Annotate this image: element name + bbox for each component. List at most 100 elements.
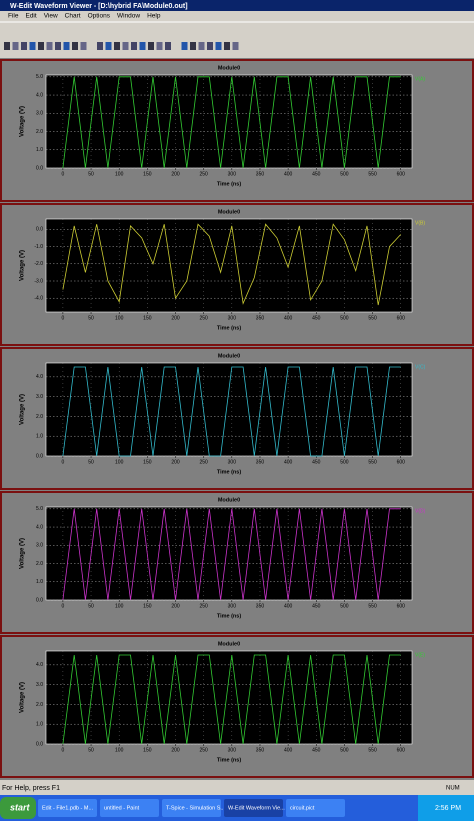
- x-tick-label: 250: [199, 747, 208, 753]
- x-tick-label: 600: [397, 315, 406, 321]
- toolbar-button[interactable]: [114, 42, 120, 50]
- chart-title: Module0: [218, 497, 240, 503]
- x-tick-label: 600: [397, 747, 406, 753]
- menu-item[interactable]: Edit: [25, 13, 36, 20]
- y-tick-label: 4.0: [36, 92, 43, 98]
- toolbar-button[interactable]: [190, 42, 196, 50]
- x-tick-label: 350: [256, 603, 265, 609]
- x-tick-label: 500: [340, 171, 349, 177]
- x-tick-label: 250: [199, 171, 208, 177]
- legend-label: V(A): [415, 76, 425, 82]
- task-button[interactable]: [162, 799, 221, 817]
- task-buttons: Edit - File1.pdb - M... untitled - Paint T…: [38, 799, 345, 817]
- toolbar-button[interactable]: [29, 42, 36, 50]
- toolbar-button[interactable]: [207, 42, 213, 50]
- title-bar: [0, 0, 474, 11]
- x-tick-label: 200: [171, 603, 180, 609]
- toolbar-button[interactable]: [165, 42, 171, 50]
- menu-item[interactable]: Help: [147, 13, 161, 20]
- toolbar-button[interactable]: [122, 42, 129, 50]
- x-tick-label: 50: [88, 315, 94, 321]
- y-tick-label: 0.0: [36, 597, 43, 603]
- plot-area: [45, 362, 413, 457]
- y-tick-label: 5.0: [36, 74, 43, 80]
- x-tick-label: 500: [340, 747, 349, 753]
- waveform: [62, 223, 401, 306]
- toolbar-button[interactable]: [72, 42, 78, 50]
- x-tick-label: 150: [143, 747, 152, 753]
- toolbar-button[interactable]: [46, 42, 53, 50]
- toolbar-button[interactable]: [232, 42, 239, 50]
- plot-area: [45, 506, 413, 601]
- toolbar-button[interactable]: [131, 42, 137, 50]
- toolbar-button[interactable]: [21, 42, 27, 50]
- y-tick-label: 0.0: [36, 741, 43, 747]
- plot-area: [45, 650, 413, 745]
- x-axis-label: Time (ns): [217, 613, 242, 619]
- toolbar-button[interactable]: [181, 42, 188, 50]
- x-tick-label: 450: [312, 315, 321, 321]
- x-tick-label: 50: [88, 603, 94, 609]
- menu-item[interactable]: Chart: [65, 13, 81, 20]
- task-label: Edit - File1.pdb - M...: [42, 805, 94, 811]
- waveform: [62, 76, 401, 169]
- x-tick-label: 600: [397, 459, 406, 465]
- x-tick-label: 450: [312, 747, 321, 753]
- toolbar-button[interactable]: [55, 42, 61, 50]
- task-button[interactable]: [224, 799, 283, 817]
- y-tick-label: -3.0: [34, 278, 43, 284]
- menu-item[interactable]: Options: [88, 13, 111, 20]
- x-tick-label: 50: [88, 459, 94, 465]
- toolbar-button[interactable]: [198, 42, 205, 50]
- task-button[interactable]: [38, 799, 97, 817]
- x-axis-label: Time (ns): [217, 469, 242, 475]
- x-tick-label: 50: [88, 747, 94, 753]
- x-tick-label: 400: [284, 315, 293, 321]
- start-label: start: [10, 802, 31, 812]
- plot-area: [45, 74, 413, 169]
- y-tick-label: 2.0: [36, 129, 43, 135]
- status-bar: [0, 781, 474, 794]
- y-tick-label: 4.0: [36, 374, 43, 380]
- x-axis-label: Time (ns): [217, 757, 242, 763]
- toolbar-button[interactable]: [63, 42, 70, 50]
- menu-item[interactable]: Window: [117, 13, 140, 20]
- window-title: W-Edit Waveform Viewer - [D:\hybrid FA\M…: [10, 3, 188, 10]
- y-axis-label: Voltage (V): [20, 394, 26, 425]
- toolbar-button[interactable]: [80, 42, 87, 50]
- x-tick-label: 100: [115, 315, 124, 321]
- x-tick-label: 200: [171, 459, 180, 465]
- task-button[interactable]: [286, 799, 345, 817]
- toolbar-button[interactable]: [4, 42, 10, 50]
- toolbar-button[interactable]: [215, 42, 222, 50]
- toolbar-button[interactable]: [224, 42, 230, 50]
- x-axis-label: Time (ns): [217, 325, 242, 331]
- toolbar-button[interactable]: [148, 42, 154, 50]
- x-tick-label: 350: [256, 747, 265, 753]
- toolbar-button[interactable]: [156, 42, 163, 50]
- y-axis-label: Voltage (V): [20, 682, 26, 713]
- x-tick-label: 550: [368, 171, 377, 177]
- menu-item[interactable]: View: [44, 13, 58, 20]
- toolbar-button[interactable]: [105, 42, 112, 50]
- chart-title: Module0: [218, 641, 240, 647]
- toolbar-button[interactable]: [97, 42, 103, 50]
- x-tick-label: 0: [62, 315, 65, 321]
- toolbar-button[interactable]: [12, 42, 19, 50]
- toolbar-button[interactable]: [38, 42, 44, 50]
- x-tick-label: 150: [143, 315, 152, 321]
- toolbar-button[interactable]: [139, 42, 146, 50]
- x-tick-label: 0: [62, 459, 65, 465]
- y-tick-label: 4.0: [36, 524, 43, 530]
- start-button[interactable]: [0, 797, 36, 819]
- task-button[interactable]: [100, 799, 159, 817]
- x-tick-label: 550: [368, 747, 377, 753]
- task-label: W-Edit Waveform Vie...: [228, 805, 285, 811]
- toolbar: [0, 21, 474, 50]
- waveform: [62, 366, 401, 457]
- x-tick-label: 100: [115, 171, 124, 177]
- x-tick-label: 350: [256, 459, 265, 465]
- y-tick-label: 1.0: [36, 147, 43, 153]
- menu-item[interactable]: File: [8, 13, 19, 20]
- x-tick-label: 500: [340, 603, 349, 609]
